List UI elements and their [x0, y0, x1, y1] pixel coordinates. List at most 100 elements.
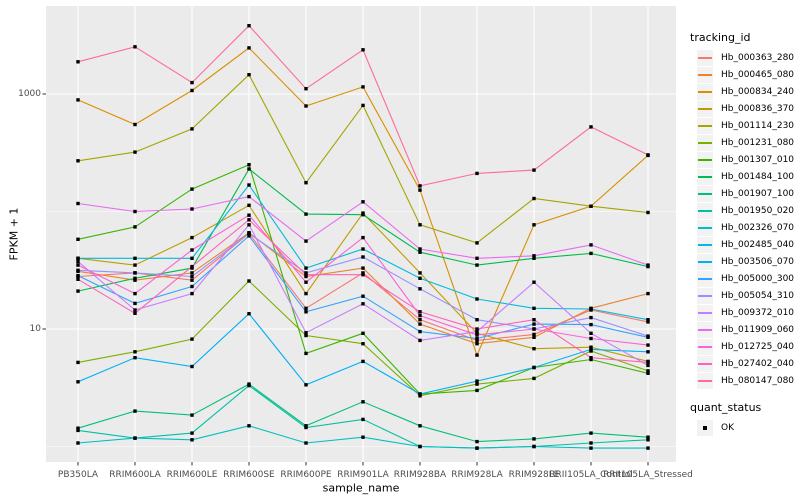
data-point — [361, 255, 365, 259]
data-point — [304, 273, 308, 277]
data-point — [133, 209, 137, 214]
data-point — [646, 210, 650, 215]
data-point — [646, 320, 650, 324]
data-point — [247, 234, 251, 238]
data-point — [76, 159, 80, 163]
data-point — [304, 331, 308, 335]
data-point — [532, 365, 536, 370]
y-tick-label: 1000 — [18, 88, 41, 99]
data-point — [589, 336, 593, 341]
data-point — [532, 327, 536, 331]
x-tick-label: RRIM600LE — [166, 470, 218, 480]
data-point — [361, 85, 365, 89]
data-point — [133, 311, 137, 315]
data-point — [418, 313, 422, 318]
data-point — [133, 150, 137, 154]
data-point — [361, 213, 365, 217]
data-point — [133, 409, 137, 413]
data-point — [475, 327, 479, 331]
data-point — [247, 223, 251, 227]
data-point — [589, 243, 593, 247]
data-point — [418, 318, 422, 322]
data-point — [247, 163, 251, 167]
data-point — [532, 280, 536, 284]
data-point — [589, 322, 593, 327]
data-point — [304, 271, 308, 275]
data-point — [475, 353, 479, 357]
panel-background — [46, 6, 676, 462]
x-tick-label: RRIM928LA — [451, 470, 503, 480]
data-point — [589, 441, 593, 445]
data-point — [304, 310, 308, 314]
data-point — [247, 167, 251, 171]
data-point — [304, 274, 308, 279]
data-point — [418, 444, 422, 449]
data-point — [76, 289, 80, 293]
data-point — [133, 45, 137, 49]
data-point — [304, 239, 308, 243]
data-point — [532, 306, 536, 310]
data-point — [361, 331, 365, 335]
data-point — [475, 446, 479, 450]
data-point — [304, 212, 308, 216]
data-point — [133, 350, 137, 354]
data-point — [589, 347, 593, 352]
data-point — [133, 308, 137, 312]
data-point — [304, 181, 308, 185]
data-point — [646, 350, 650, 354]
data-point — [418, 271, 422, 275]
x-tick-label: RRII105LA_Stressed — [603, 470, 693, 480]
data-point — [532, 322, 536, 326]
data-point — [646, 435, 650, 439]
data-point — [475, 439, 479, 444]
data-point — [532, 335, 536, 339]
data-point — [133, 271, 137, 275]
data-point — [475, 263, 479, 267]
data-point — [304, 280, 308, 284]
y-tick-label: 10 — [29, 323, 41, 334]
data-point — [532, 437, 536, 441]
data-point — [190, 291, 194, 296]
x-tick-label: RRIM600PE — [280, 470, 332, 480]
data-point — [646, 446, 650, 450]
data-point — [133, 436, 137, 440]
data-point — [247, 279, 251, 283]
data-point — [475, 338, 479, 343]
data-point — [190, 264, 194, 269]
data-point — [646, 263, 650, 267]
data-point — [247, 203, 251, 207]
data-point — [190, 256, 194, 260]
data-point — [304, 104, 308, 108]
data-point — [475, 379, 479, 383]
data-point — [361, 266, 365, 270]
data-point — [247, 194, 251, 199]
data-point — [532, 347, 536, 351]
data-point — [190, 431, 194, 435]
data-point — [247, 218, 251, 222]
data-point — [247, 424, 251, 428]
data-point — [418, 394, 422, 398]
data-point — [76, 259, 80, 264]
data-point — [76, 360, 80, 365]
data-point — [418, 188, 422, 192]
data-point — [646, 318, 650, 322]
data-point — [304, 87, 308, 91]
data-point — [76, 426, 80, 430]
data-point — [76, 277, 80, 281]
data-point — [247, 46, 251, 50]
data-point — [589, 357, 593, 362]
data-point — [190, 80, 194, 85]
data-point — [589, 125, 593, 129]
data-point — [133, 291, 137, 296]
data-point — [475, 329, 479, 334]
data-point — [190, 413, 194, 417]
data-point — [418, 276, 422, 280]
data-point — [475, 382, 479, 386]
data-point — [589, 446, 593, 450]
data-point — [475, 336, 479, 341]
data-point — [418, 424, 422, 428]
data-point — [532, 254, 536, 258]
data-point — [361, 273, 365, 277]
data-point — [532, 256, 536, 260]
data-point — [304, 333, 308, 338]
